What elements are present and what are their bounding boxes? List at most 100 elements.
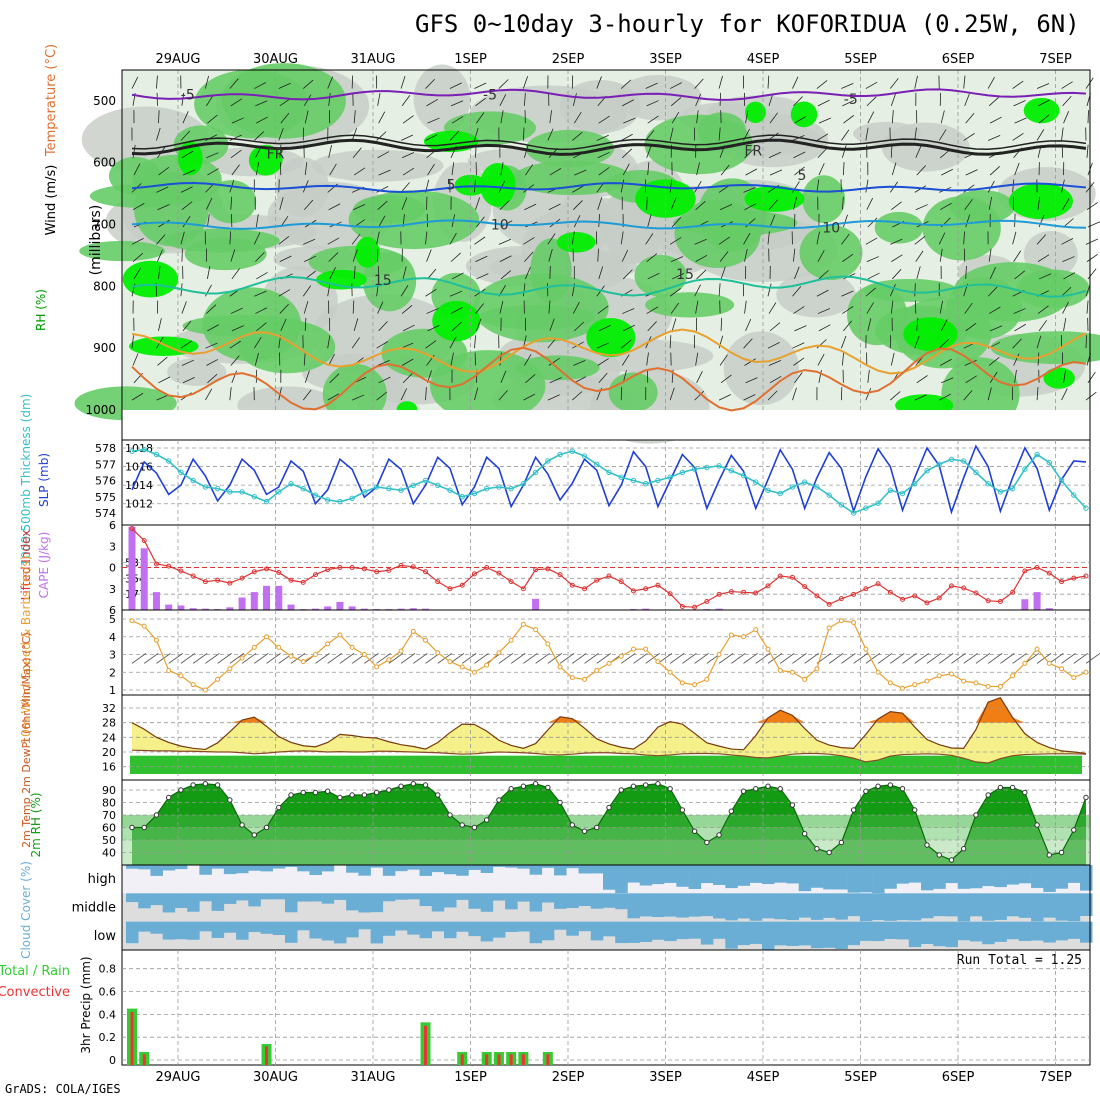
surface-barb (926, 653, 942, 664)
rh-point (716, 832, 722, 838)
cloud-low-cell (333, 921, 347, 944)
wind-barb (865, 179, 869, 193)
wind-barb (767, 231, 770, 245)
cloud-mid-cell (174, 893, 188, 908)
cloud-high-cell (321, 865, 335, 872)
cloud-mid-cell (994, 893, 1007, 920)
wind-barb (718, 127, 721, 141)
thickness-point (520, 481, 527, 487)
temp-contour-20 (131, 328, 1087, 375)
wind-barb (255, 162, 260, 176)
wind-barb (1063, 111, 1070, 124)
wind-barb (425, 288, 437, 297)
wind-barb (989, 116, 1002, 124)
rh-shade-bright (744, 185, 805, 212)
wind-barb (915, 250, 924, 262)
rh-point (288, 792, 294, 798)
wind-barb (744, 358, 756, 366)
upper-air-panel: -5 -5 -5 FR FR 5 5 10 10 15 15 500 600 700 800 900 1000 (74, 63, 1100, 444)
wind-barb (131, 335, 134, 349)
wind-barb (353, 110, 356, 124)
wind-barb (278, 289, 291, 297)
wind-barb (1012, 179, 1015, 193)
wind-point (1083, 669, 1089, 675)
wind-barb (523, 237, 535, 245)
wind-barb (669, 127, 674, 141)
wind-point (276, 644, 282, 650)
wind-barb (646, 352, 649, 366)
wind-barb (157, 204, 170, 211)
wind-barb (769, 322, 781, 332)
lifted-point (264, 566, 270, 572)
cloud-high-cell (664, 865, 677, 883)
wind-barb (720, 317, 723, 331)
top-date-labels: 29AUG 30AUG 31AUG 1SEP 2SEP 3SEP 4SEP 5SEP 6SEP 7… (155, 52, 1071, 67)
cloud-high-cell (126, 865, 139, 869)
wind-barb (376, 341, 388, 349)
rh-point (410, 781, 417, 787)
contour-label: 15 (676, 267, 694, 283)
rh-point (691, 828, 698, 834)
cape-bar (532, 598, 540, 610)
cloud-low-cell (823, 921, 836, 948)
wind-barb (1037, 352, 1040, 366)
wind-barb (158, 265, 161, 279)
surface-barb (682, 653, 697, 664)
wind-barb (425, 387, 427, 401)
rh-shade-green (478, 304, 596, 330)
wind-barb (965, 214, 971, 228)
rh-point (545, 784, 551, 791)
cape-bar (715, 608, 723, 610)
wind-barb (279, 303, 289, 314)
surface-barb (266, 653, 281, 664)
wind-barb (525, 374, 536, 384)
cloud-mid-cell (798, 893, 812, 918)
rh-shade-green (237, 320, 336, 374)
date-label-bottom: 30AUG (253, 1070, 298, 1085)
rh-point (679, 807, 686, 813)
thickness-point (422, 477, 429, 484)
wind-barb (352, 300, 355, 314)
wind-barb (719, 354, 728, 366)
wind-barb (1013, 250, 1022, 262)
cloud-low-cell (1018, 921, 1032, 941)
cloud-high-cell (725, 865, 738, 889)
wind-barb (1013, 308, 1026, 314)
cape-bar (287, 604, 295, 610)
cloud-low-cell (566, 921, 579, 936)
cloud-mid-cell (126, 893, 139, 903)
cloud-low-cell (492, 921, 506, 938)
wind-barb (474, 335, 477, 349)
cape-bar (642, 608, 650, 610)
wind-barb (133, 267, 142, 280)
wind-barb (206, 304, 217, 314)
surface-barb (315, 653, 330, 664)
wind-point (312, 652, 318, 657)
temp-contour-10 (131, 219, 1087, 230)
wind-barb (475, 303, 485, 314)
cloud-high-cell (823, 865, 836, 890)
wind-barb (230, 98, 242, 107)
cloud-high-cell (382, 865, 396, 876)
cloud-mid-cell (138, 893, 151, 909)
wind-barb (792, 76, 799, 89)
thickness-tick: 574 (95, 507, 116, 520)
slp-frame (121, 439, 1091, 526)
cloud-mid-cell (872, 893, 885, 921)
cloud-low-cell (651, 921, 665, 940)
rh-point (997, 784, 1004, 791)
cloud-low-cell (346, 921, 359, 938)
rh-tick: 80 (102, 797, 116, 810)
wind-barb (207, 324, 219, 332)
wind-barb (916, 317, 919, 331)
wind-point (826, 625, 832, 631)
wind-barb (351, 394, 365, 401)
wind-point (594, 667, 600, 673)
wind-barb (892, 269, 902, 280)
thickness-tick: 578 (95, 442, 116, 455)
cloud-high-cell (309, 865, 322, 875)
cloud-high-cell (700, 865, 714, 884)
rh-point (875, 783, 881, 789)
wind-barb (401, 95, 411, 107)
wind-barb (1085, 391, 1097, 401)
